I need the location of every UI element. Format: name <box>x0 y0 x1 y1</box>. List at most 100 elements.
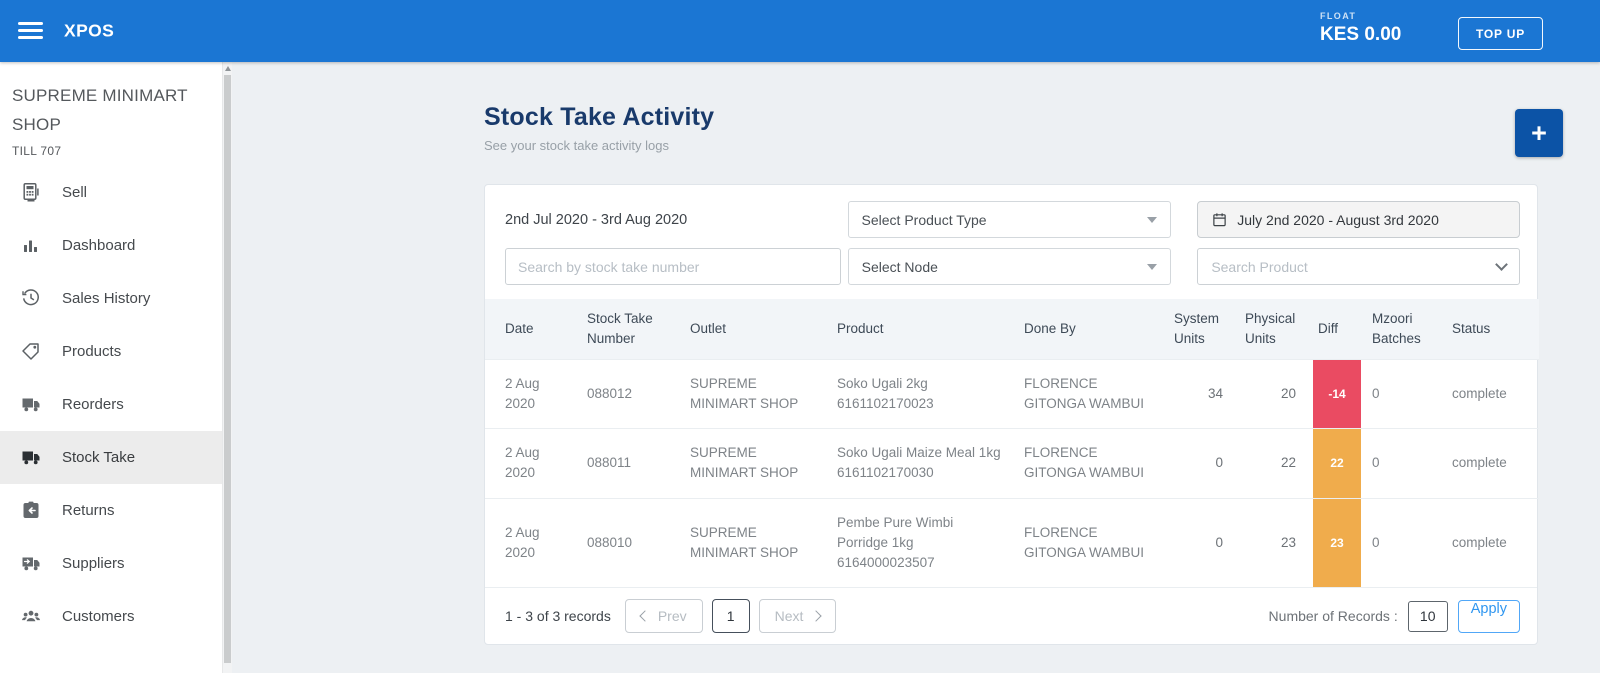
product-type-select[interactable]: Select Product Type <box>847 201 1172 238</box>
records-count-text: 1 - 3 of 3 records <box>505 608 611 625</box>
next-label: Next <box>774 608 804 625</box>
column-header: System Units <box>1164 299 1235 359</box>
float-label: FLOAT <box>1320 11 1357 21</box>
product-type-select-value: Select Product Type <box>861 211 987 228</box>
app-brand: XPOS <box>64 20 115 41</box>
number-of-records-label: Number of Records : <box>1268 608 1398 625</box>
sidebar-item-sales-history[interactable]: Sales History <box>0 272 222 325</box>
history-clock-icon <box>20 287 42 309</box>
date-range-text: 2nd Jul 2020 - 3rd Aug 2020 <box>505 211 688 228</box>
sidebar-item-sell[interactable]: Sell <box>0 166 222 219</box>
topbar: XPOS FLOAT KES 0.00 TOP UP <box>0 0 1600 62</box>
column-header: Product <box>827 299 1014 359</box>
column-header: Outlet <box>680 299 827 359</box>
prev-page-button[interactable]: Prev <box>624 599 703 634</box>
diff-badge: 23 <box>1313 498 1361 588</box>
float-balance: FLOAT KES 0.00 <box>1320 11 1401 46</box>
sidebar-item-stock-take[interactable]: Stock Take <box>0 430 222 484</box>
column-header: Status <box>1442 299 1539 359</box>
tag-icon <box>20 340 42 362</box>
diff-badge: 22 <box>1313 429 1361 498</box>
cell-product: Soko Ugali 2kg 6161102170023 <box>827 358 1014 429</box>
cell-done-by: FLORENCE GITONGA WAMBUI <box>1014 497 1164 588</box>
sidebar-header: SUPREME MINIMART SHOP TILL 707 <box>0 62 222 158</box>
cell-status: complete <box>1442 497 1539 588</box>
people-icon <box>20 605 42 627</box>
till-number: TILL 707 <box>12 143 62 158</box>
cell-system-units: 0 <box>1164 497 1235 588</box>
column-header: Mzoori Batches <box>1362 299 1442 359</box>
sidebar-item-label: Customers <box>62 607 135 625</box>
cell-diff: 22 <box>1308 428 1362 498</box>
sidebar-item-label: Reorders <box>62 395 124 413</box>
page-subtitle: See your stock take activity logs <box>484 138 669 153</box>
diff-badge: -14 <box>1313 359 1361 428</box>
stock-take-number-search-input[interactable] <box>505 248 841 285</box>
cell-mzoori-batches: 0 <box>1362 428 1442 498</box>
sidebar-item-label: Sell <box>62 183 88 201</box>
cell-system-units: 0 <box>1164 428 1235 498</box>
caret-down-icon <box>1147 263 1158 270</box>
cell-physical-units: 22 <box>1235 428 1308 498</box>
cell-date: 2 Aug 2020 <box>485 358 577 429</box>
cell-mzoori-batches: 0 <box>1362 497 1442 588</box>
hamburger-menu-icon[interactable] <box>18 22 43 44</box>
number-of-records-input[interactable] <box>1407 600 1448 632</box>
cell-outlet: SUPREME MINIMART SHOP <box>680 358 827 429</box>
table-body: 2 Aug 2020 088012 SUPREME MINIMART SHOP Sok… <box>485 358 1539 588</box>
sidebar-item-returns[interactable]: Returns <box>0 484 222 537</box>
sidebar-item-customers[interactable]: Customers <box>0 590 222 643</box>
next-page-button[interactable]: Next <box>758 599 837 634</box>
cell-physical-units: 23 <box>1235 497 1308 588</box>
stock-take-card: 2nd Jul 2020 - 3rd Aug 2020 Select Produ… <box>484 184 1539 646</box>
chevron-left-icon <box>639 610 651 622</box>
apply-button[interactable]: Apply <box>1457 599 1520 633</box>
node-select[interactable]: Select Node <box>847 248 1172 285</box>
cell-stock-take-number: 088012 <box>577 358 680 429</box>
cell-product: Pembe Pure Wimbi Porridge 1kg 61640000235… <box>827 497 1014 588</box>
date-range-picker-label: July 2nd 2020 - August 3rd 2020 <box>1237 211 1439 228</box>
cell-stock-take-number: 088011 <box>577 428 680 498</box>
chevron-right-icon <box>810 610 823 622</box>
page-title: Stock Take Activity <box>484 103 715 131</box>
cell-done-by: FLORENCE GITONGA WAMBUI <box>1014 358 1164 429</box>
column-header: Diff <box>1308 299 1362 359</box>
cell-product: Soko Ugali Maize Meal 1kg 6161102170030 <box>827 428 1014 498</box>
sidebar-item-dashboard[interactable]: Dashboard <box>0 219 222 272</box>
page-number-button[interactable]: 1 <box>711 599 750 634</box>
content-container: Stock Take Activity See your stock take … <box>484 103 1563 646</box>
cell-done-by: FLORENCE GITONGA WAMBUI <box>1014 428 1164 498</box>
search-product-select[interactable]: Search Product <box>1197 248 1520 285</box>
truck-icon <box>20 393 42 415</box>
table-row: 2 Aug 2020 088010 SUPREME MINIMART SHOP Pem… <box>485 497 1539 588</box>
column-header: Date <box>485 299 577 359</box>
table-header-row: Date Stock Take Number Outlet Product Done B… <box>485 299 1539 359</box>
cell-mzoori-batches: 0 <box>1362 358 1442 429</box>
sidebar-item-suppliers[interactable]: Suppliers <box>0 537 222 590</box>
pos-terminal-icon <box>20 181 42 203</box>
cell-status: complete <box>1442 358 1539 429</box>
cell-diff: -14 <box>1308 358 1362 429</box>
scrollbar-thumb[interactable] <box>224 75 231 663</box>
add-stock-take-button[interactable]: + <box>1515 109 1563 157</box>
table-row: 2 Aug 2020 088012 SUPREME MINIMART SHOP Sok… <box>485 358 1539 429</box>
sidebar-item-reorders[interactable]: Reorders <box>0 378 222 431</box>
date-range-picker-button[interactable]: July 2nd 2020 - August 3rd 2020 <box>1197 201 1521 238</box>
sidebar: SUPREME MINIMART SHOP TILL 707 Sell Dashb… <box>0 62 222 673</box>
sidebar-item-label: Suppliers <box>62 554 125 572</box>
bar-chart-icon <box>20 234 42 256</box>
cell-system-units: 34 <box>1164 358 1235 429</box>
cell-date: 2 Aug 2020 <box>485 428 577 498</box>
sidebar-nav: Sell Dashboard Sales History Products Reorde… <box>0 166 222 643</box>
sidebar-scrollbar[interactable] <box>222 62 232 673</box>
truck-filled-icon <box>20 446 42 468</box>
cell-outlet: SUPREME MINIMART SHOP <box>680 497 827 588</box>
sidebar-item-label: Products <box>62 342 122 360</box>
scroll-up-arrow-icon[interactable] <box>224 66 231 71</box>
top-up-button[interactable]: TOP UP <box>1458 17 1543 50</box>
delivery-truck-icon <box>20 552 42 574</box>
sidebar-item-products[interactable]: Products <box>0 325 222 378</box>
sidebar-item-label: Dashboard <box>62 236 136 254</box>
chevron-down-icon <box>1495 258 1508 271</box>
cell-diff: 23 <box>1308 497 1362 588</box>
